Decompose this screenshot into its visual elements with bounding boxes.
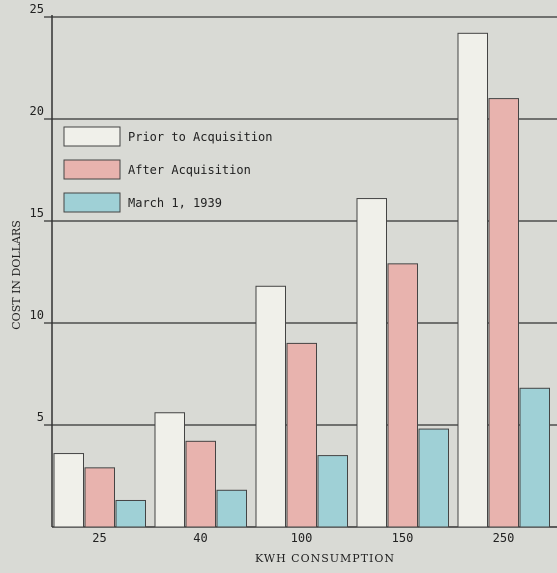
bar: [356, 198, 387, 528]
legend-label: Prior to Acquisition: [128, 130, 273, 144]
x-tick-label: 150: [392, 531, 414, 545]
bar: [115, 499, 146, 528]
bar: [255, 285, 286, 528]
x-axis-label: KWH CONSUMPTION: [255, 552, 395, 565]
bar: [317, 455, 348, 528]
bar: [286, 342, 317, 528]
bar: [84, 467, 115, 528]
legend-label: After Acquisition: [128, 163, 251, 177]
x-tick-label: 25: [92, 531, 106, 545]
bars: [53, 32, 550, 528]
bar: [418, 428, 449, 528]
bar: [185, 440, 216, 528]
bar: [53, 453, 84, 528]
y-tick-label: 10: [30, 308, 44, 322]
bar: [519, 387, 550, 528]
bar: [154, 412, 185, 528]
y-axis-label: COST IN DOLLARS: [10, 220, 23, 329]
bar: [387, 263, 418, 528]
y-tick-label: 25: [30, 2, 44, 16]
x-tick-label: 250: [493, 531, 515, 545]
bar: [488, 98, 519, 528]
legend-swatch: [63, 126, 121, 147]
x-tick-label: 100: [291, 531, 313, 545]
legend-swatch: [63, 159, 121, 180]
legend: Prior to Acquisition After Acquisition Mar…: [63, 126, 273, 213]
bar: [216, 489, 247, 528]
y-tick-label: 15: [30, 206, 44, 220]
legend-label: March 1, 1939: [128, 196, 222, 210]
tick-labels: 5 10 15 20 25 25 40 100 150 250: [30, 2, 515, 545]
x-tick-label: 40: [193, 531, 207, 545]
y-tick-label: 5: [37, 410, 44, 424]
y-tick-label: 20: [30, 104, 44, 118]
legend-swatch: [63, 192, 121, 213]
bar: [457, 32, 488, 528]
